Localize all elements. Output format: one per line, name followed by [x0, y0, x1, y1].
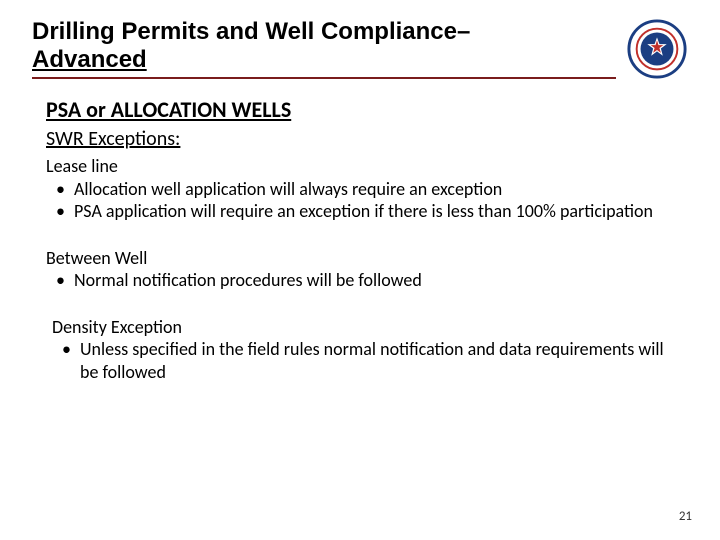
- page-number: 21: [679, 509, 692, 524]
- content-area: PSA or ALLOCATION WELLS SWR Exceptions: …: [32, 80, 688, 383]
- list-item: Allocation well application will always …: [46, 178, 678, 201]
- seal-logo-icon: [626, 18, 688, 80]
- group-label: Lease line: [46, 155, 678, 178]
- title-line-2: Advanced: [32, 46, 147, 73]
- group-density-exception: Density Exception Unless specified in th…: [46, 316, 678, 384]
- title-rule: [32, 77, 616, 79]
- group-label: Density Exception: [52, 316, 678, 339]
- group-label: Between Well: [46, 247, 678, 270]
- slide: Drilling Permits and Well Compliance– Ad…: [0, 0, 720, 540]
- bullet-list: Allocation well application will always …: [46, 178, 678, 223]
- list-item: Normal notification procedures will be f…: [46, 269, 678, 292]
- list-item: Unless specified in the field rules norm…: [52, 338, 678, 383]
- header-row: Drilling Permits and Well Compliance– Ad…: [32, 18, 688, 80]
- slide-title: Drilling Permits and Well Compliance– Ad…: [32, 18, 616, 73]
- bullet-list: Unless specified in the field rules norm…: [52, 338, 678, 383]
- title-block: Drilling Permits and Well Compliance– Ad…: [32, 18, 626, 79]
- section-title: PSA or ALLOCATION WELLS: [46, 96, 678, 123]
- subsection-title: SWR Exceptions:: [46, 127, 678, 151]
- group-between-well: Between Well Normal notification procedu…: [46, 247, 678, 292]
- title-line-1: Drilling Permits and Well Compliance–: [32, 18, 470, 45]
- list-item: PSA application will require an exceptio…: [46, 200, 678, 223]
- bullet-list: Normal notification procedures will be f…: [46, 269, 678, 292]
- group-lease-line: Lease line Allocation well application w…: [46, 155, 678, 223]
